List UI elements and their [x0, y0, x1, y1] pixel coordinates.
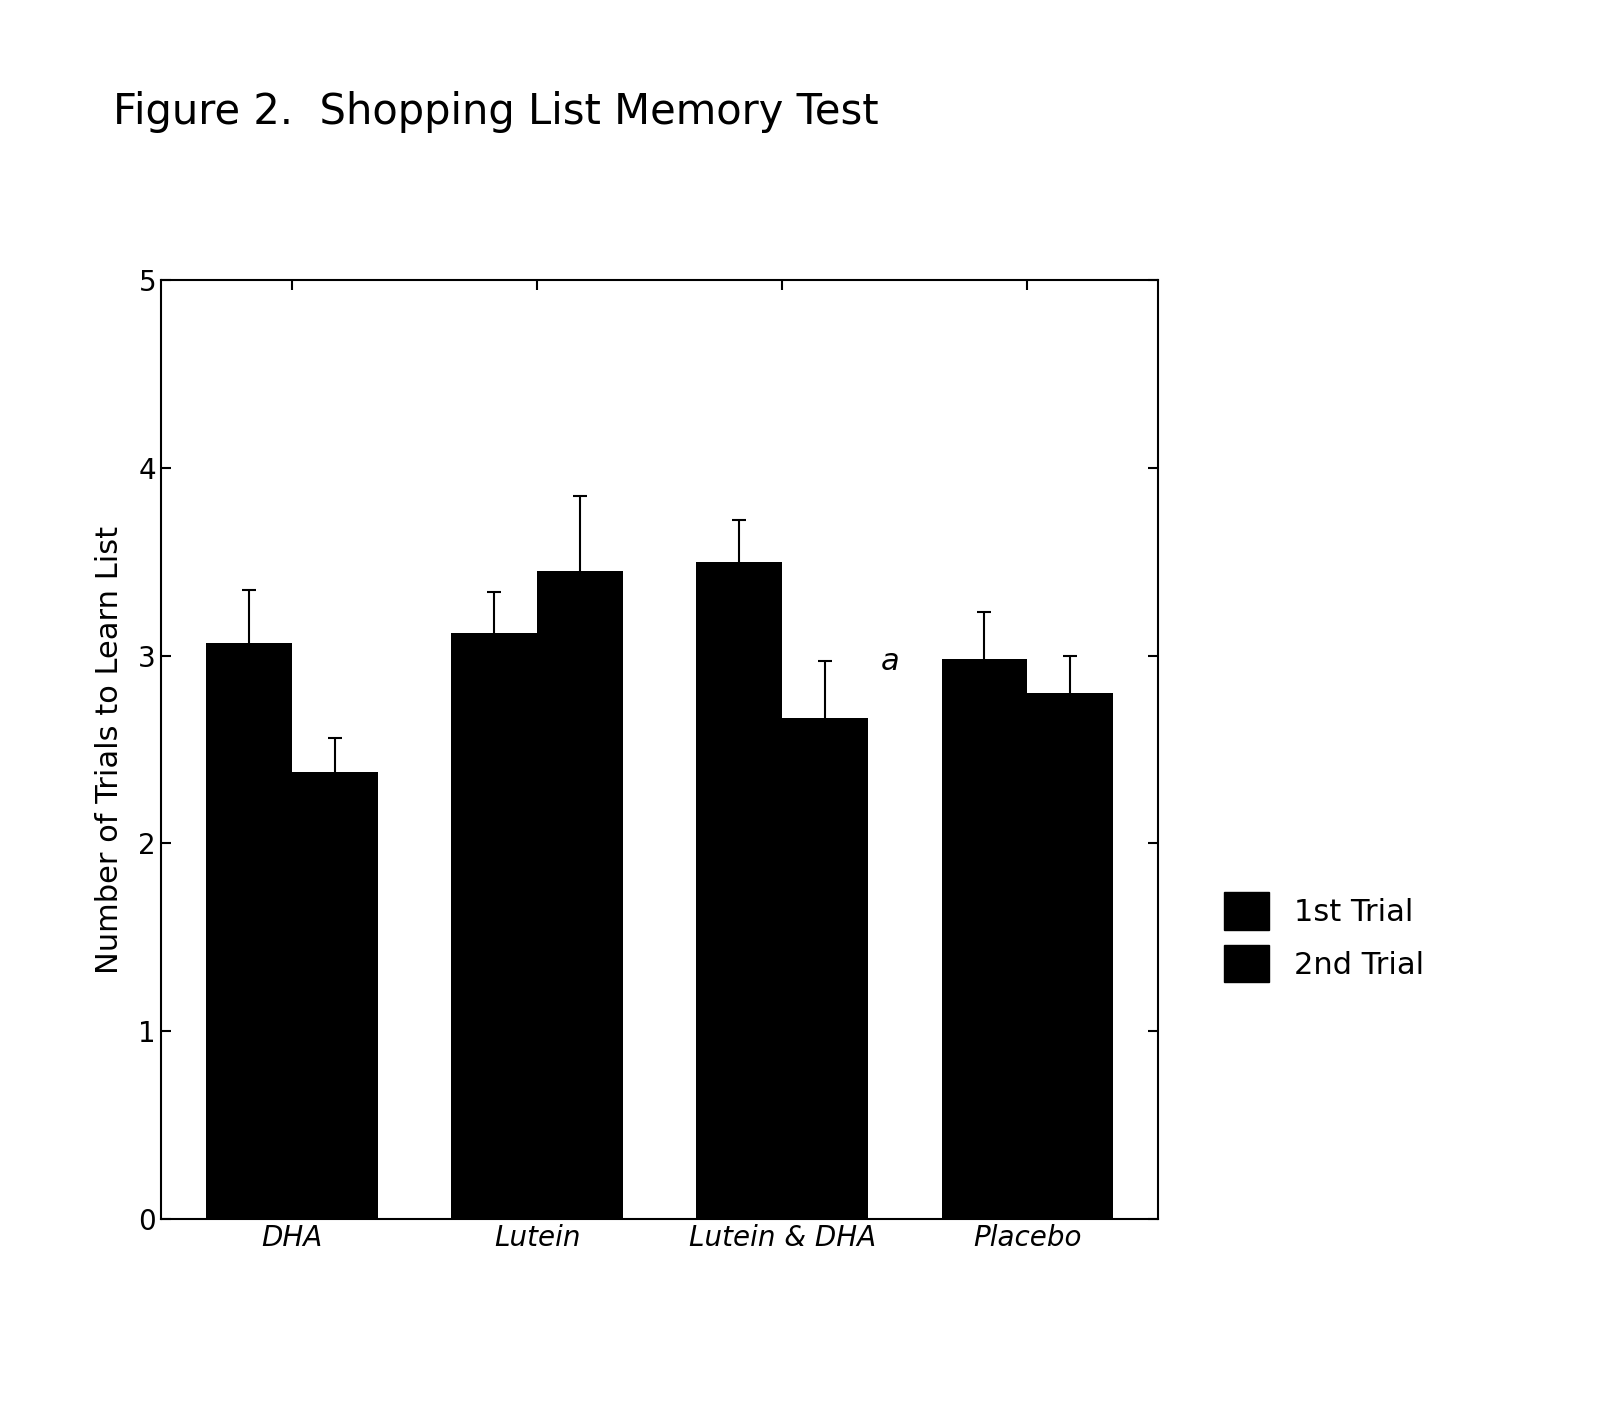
Bar [1028, 693, 1113, 1219]
Bar [206, 643, 291, 1219]
Bar [782, 717, 867, 1219]
Text: Figure 2.  Shopping List Memory Test: Figure 2. Shopping List Memory Test [113, 91, 879, 133]
Bar [537, 572, 623, 1219]
Legend: 1st Trial, 2nd Trial: 1st Trial, 2nd Trial [1223, 892, 1424, 982]
Bar [697, 562, 782, 1219]
Bar [941, 660, 1028, 1219]
Bar [452, 633, 537, 1219]
Y-axis label: Number of Trials to Learn List: Number of Trials to Learn List [95, 525, 124, 974]
Bar [291, 772, 378, 1219]
Text: a: a [880, 647, 899, 675]
